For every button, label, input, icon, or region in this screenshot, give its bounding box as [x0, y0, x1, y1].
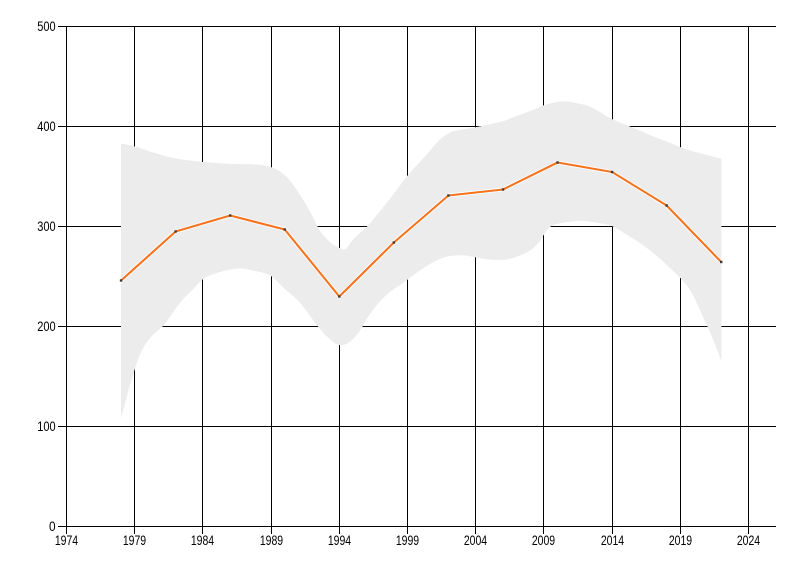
svg-text:1994: 1994 — [328, 533, 352, 548]
svg-text:100: 100 — [37, 419, 55, 434]
svg-text:2024: 2024 — [737, 533, 761, 548]
svg-text:1999: 1999 — [396, 533, 419, 548]
svg-text:400: 400 — [37, 119, 55, 134]
svg-text:1979: 1979 — [123, 533, 146, 548]
svg-text:300: 300 — [37, 219, 55, 234]
svg-text:1984: 1984 — [191, 533, 215, 548]
svg-text:2019: 2019 — [669, 533, 692, 548]
svg-text:1989: 1989 — [260, 533, 283, 548]
svg-text:500: 500 — [37, 19, 55, 34]
svg-text:2009: 2009 — [532, 533, 555, 548]
svg-text:200: 200 — [37, 319, 55, 334]
svg-text:0: 0 — [49, 519, 56, 534]
svg-text:2004: 2004 — [464, 533, 488, 548]
svg-text:1974: 1974 — [55, 533, 79, 548]
svg-text:2014: 2014 — [601, 533, 625, 548]
